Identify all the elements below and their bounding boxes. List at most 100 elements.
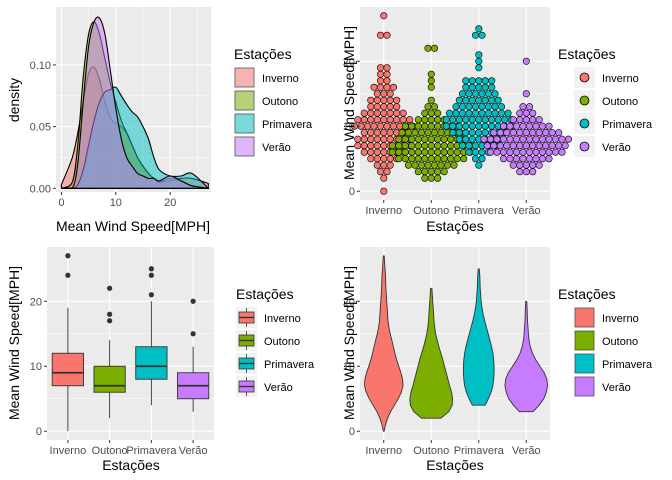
dot-outono (430, 161, 439, 169)
boxplot-outlier-outono (107, 285, 113, 291)
dot-primavera (462, 135, 470, 143)
dot-inverno (367, 96, 375, 104)
dot-inverno (360, 148, 368, 156)
dot-primavera (478, 90, 486, 98)
boxplot-box-inverno (51, 352, 84, 387)
dot-outono (434, 155, 442, 163)
dotplot-chart: 0 10 20 Inverno Outono Primavera Verão Estaçõe… (341, 7, 653, 234)
dot-verao (512, 122, 521, 130)
dot-verao (503, 129, 511, 137)
violin-outono (409, 287, 454, 419)
dotplot-legend-title: Estações (558, 46, 616, 62)
dot-primavera (452, 103, 460, 111)
boxplot-outlier-outono (107, 318, 113, 324)
dot-primavera (484, 90, 493, 98)
dot-verao (506, 135, 514, 143)
dot-primavera (471, 148, 480, 156)
dot-outono (460, 155, 468, 163)
dot-primavera (465, 103, 473, 111)
dot-outono (434, 174, 442, 182)
dot-outono (401, 122, 409, 130)
dot-outono (404, 129, 413, 137)
dot-outono (453, 148, 461, 156)
dot-primavera (458, 109, 467, 117)
dot-primavera (471, 31, 480, 39)
dot-primavera (475, 96, 483, 104)
dot-verao (506, 148, 514, 156)
dot-verao (532, 148, 540, 156)
dot-primavera (468, 77, 476, 85)
dot-outono (427, 135, 435, 143)
dot-outono (434, 142, 442, 150)
dot-outono (421, 142, 429, 150)
dot-verao (548, 142, 556, 150)
dot-primavera (481, 96, 489, 104)
dot-inverno (393, 96, 401, 104)
dot-outono (401, 135, 409, 143)
dot-outono (447, 142, 455, 150)
dot-outono (417, 161, 426, 169)
dot-inverno (367, 148, 375, 156)
dot-verao (551, 135, 560, 143)
dot-inverno (363, 122, 372, 130)
dot-primavera (475, 122, 483, 130)
dot-primavera (471, 109, 480, 117)
dot-inverno (380, 103, 388, 111)
violin-legend-title: Estações (558, 286, 616, 302)
dot-inverno (376, 31, 385, 39)
dot-verao (493, 148, 501, 156)
dot-inverno (380, 129, 388, 137)
dot-verao (516, 109, 524, 117)
violin-x-axis-title: Estações (426, 457, 484, 473)
density-y-tick-label: 0.00 (30, 183, 51, 195)
dot-outono (424, 161, 432, 169)
dot-verao (529, 161, 537, 169)
dot-verao (525, 135, 534, 143)
dot-primavera (455, 122, 463, 130)
dot-outono (395, 148, 403, 156)
dot-inverno (373, 103, 381, 111)
dot-outono (440, 135, 448, 143)
boxplot-outlier-primavera (148, 266, 154, 272)
dot-primavera (455, 96, 463, 104)
dot-outono (401, 142, 409, 150)
legend-label-inverno: Inverno (602, 73, 639, 85)
dot-inverno (367, 142, 375, 150)
dot-verao (538, 122, 547, 130)
dot-inverno (376, 64, 385, 72)
boxplot-x-tick-label: Verão (179, 445, 208, 457)
dotplot-y-tick-label: 10 (343, 121, 355, 133)
dot-verao (486, 148, 495, 156)
dot-verao (558, 135, 566, 143)
dot-primavera (465, 109, 473, 117)
dot-primavera (468, 83, 476, 91)
dot-inverno (389, 122, 398, 130)
violin-axes: 0 10 20 Inverno Outono Primavera Verão (343, 296, 541, 457)
dot-primavera (462, 83, 470, 91)
dot-primavera (488, 116, 496, 124)
dot-primavera (504, 109, 512, 117)
dot-verao (535, 161, 543, 169)
dot-primavera (462, 129, 470, 137)
dot-verao (535, 116, 543, 124)
dot-verao (480, 135, 488, 143)
dot-verao (496, 142, 504, 150)
boxplot-legend-title: Estações (236, 286, 294, 302)
dot-outono (453, 155, 461, 163)
dot-outono (421, 148, 429, 156)
dot-primavera (475, 161, 483, 169)
boxplot-boxes (51, 253, 210, 432)
legend-dot-verao (579, 141, 590, 152)
dot-outono (427, 122, 435, 130)
dot-verao (525, 122, 534, 130)
dot-outono (437, 161, 445, 169)
boxplot-outlier-inverno (65, 253, 71, 259)
dot-verao (532, 155, 540, 163)
dot-inverno (373, 96, 381, 104)
dot-outono (417, 129, 426, 137)
dot-primavera (475, 77, 483, 85)
dot-outono (437, 129, 445, 137)
dot-outono (424, 103, 432, 111)
dot-outono (434, 135, 442, 143)
density-x-tick-label: 20 (164, 197, 176, 209)
